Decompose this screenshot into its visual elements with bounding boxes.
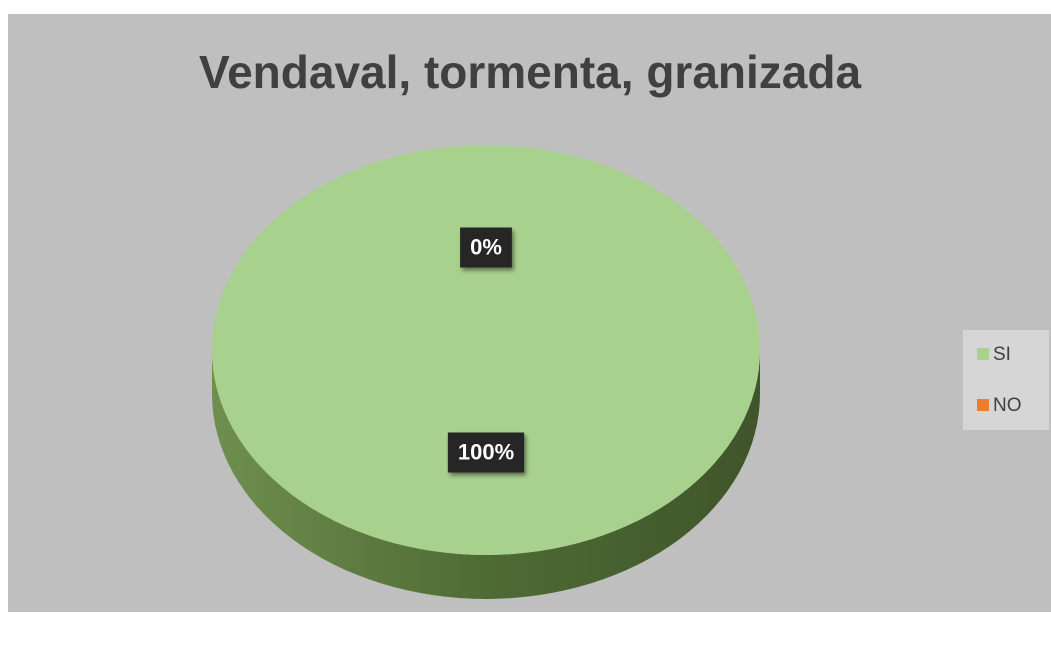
legend-label: NO (993, 395, 1022, 416)
data-label-box (447, 432, 525, 473)
pie-side (212, 350, 760, 599)
legend-swatch (977, 348, 989, 360)
legend-label: SI (993, 344, 1011, 365)
data-label-text: 100% (458, 439, 514, 464)
data-label: 100% (447, 432, 525, 473)
legend (963, 330, 1049, 430)
chart-title: Vendaval, tormenta, granizada (199, 46, 862, 98)
legend-swatch (977, 399, 989, 411)
data-label: 0% (460, 227, 512, 268)
data-label-text: 0% (470, 234, 502, 259)
pie-slice (212, 145, 760, 555)
data-label-box (460, 227, 512, 268)
